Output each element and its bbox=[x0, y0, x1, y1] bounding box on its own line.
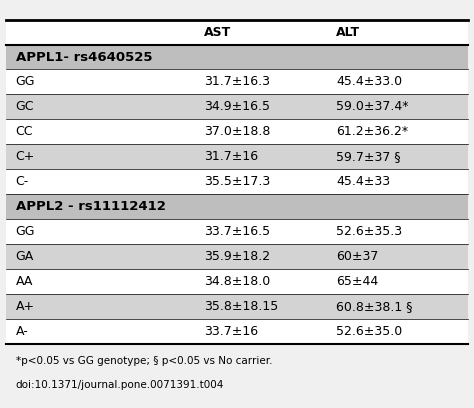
Text: AA: AA bbox=[16, 275, 33, 288]
Text: 65±44: 65±44 bbox=[336, 275, 378, 288]
Text: ALT: ALT bbox=[336, 26, 360, 39]
Text: 61.2±36.2*: 61.2±36.2* bbox=[336, 125, 408, 138]
Text: 33.7±16: 33.7±16 bbox=[204, 325, 258, 338]
Text: APPL2 - rs11112412: APPL2 - rs11112412 bbox=[16, 200, 165, 213]
Text: 35.5±17.3: 35.5±17.3 bbox=[204, 175, 270, 188]
Bar bbox=[6, 219, 468, 244]
Text: 34.9±16.5: 34.9±16.5 bbox=[204, 100, 270, 113]
Text: 60±37: 60±37 bbox=[336, 250, 378, 263]
Text: C+: C+ bbox=[16, 150, 35, 163]
Text: 45.4±33: 45.4±33 bbox=[336, 175, 390, 188]
Text: A-: A- bbox=[16, 325, 28, 338]
Text: 37.0±18.8: 37.0±18.8 bbox=[204, 125, 270, 138]
Text: GC: GC bbox=[16, 100, 34, 113]
Text: 59.7±37 §: 59.7±37 § bbox=[336, 150, 401, 163]
Text: 45.4±33.0: 45.4±33.0 bbox=[336, 75, 402, 89]
Text: 52.6±35.3: 52.6±35.3 bbox=[336, 225, 402, 238]
Text: 35.9±18.2: 35.9±18.2 bbox=[204, 250, 270, 263]
Text: AST: AST bbox=[204, 26, 231, 39]
Text: 35.8±18.15: 35.8±18.15 bbox=[204, 300, 278, 313]
Bar bbox=[6, 169, 468, 194]
Text: 60.8±38.1 §: 60.8±38.1 § bbox=[336, 300, 412, 313]
Text: GG: GG bbox=[16, 75, 35, 89]
Text: doi:10.1371/journal.pone.0071391.t004: doi:10.1371/journal.pone.0071391.t004 bbox=[16, 380, 224, 390]
Text: GG: GG bbox=[16, 225, 35, 238]
Bar bbox=[6, 20, 468, 44]
Bar bbox=[6, 144, 468, 169]
Bar bbox=[6, 269, 468, 294]
Bar bbox=[6, 194, 468, 219]
Text: A+: A+ bbox=[16, 300, 35, 313]
Bar bbox=[6, 69, 468, 94]
Text: 31.7±16.3: 31.7±16.3 bbox=[204, 75, 270, 89]
Text: *p<0.05 vs GG genotype; § p<0.05 vs No carrier.: *p<0.05 vs GG genotype; § p<0.05 vs No c… bbox=[16, 356, 272, 366]
Bar bbox=[6, 44, 468, 69]
Text: GA: GA bbox=[16, 250, 34, 263]
Text: 52.6±35.0: 52.6±35.0 bbox=[336, 325, 402, 338]
Bar bbox=[6, 120, 468, 144]
Text: 34.8±18.0: 34.8±18.0 bbox=[204, 275, 270, 288]
Text: 59.0±37.4*: 59.0±37.4* bbox=[336, 100, 409, 113]
Bar bbox=[6, 244, 468, 269]
Bar bbox=[6, 294, 468, 319]
Bar bbox=[6, 94, 468, 120]
Bar bbox=[6, 319, 468, 344]
Text: 33.7±16.5: 33.7±16.5 bbox=[204, 225, 270, 238]
Text: CC: CC bbox=[16, 125, 33, 138]
Text: C-: C- bbox=[16, 175, 29, 188]
Text: 31.7±16: 31.7±16 bbox=[204, 150, 258, 163]
Text: APPL1- rs4640525: APPL1- rs4640525 bbox=[16, 51, 152, 64]
